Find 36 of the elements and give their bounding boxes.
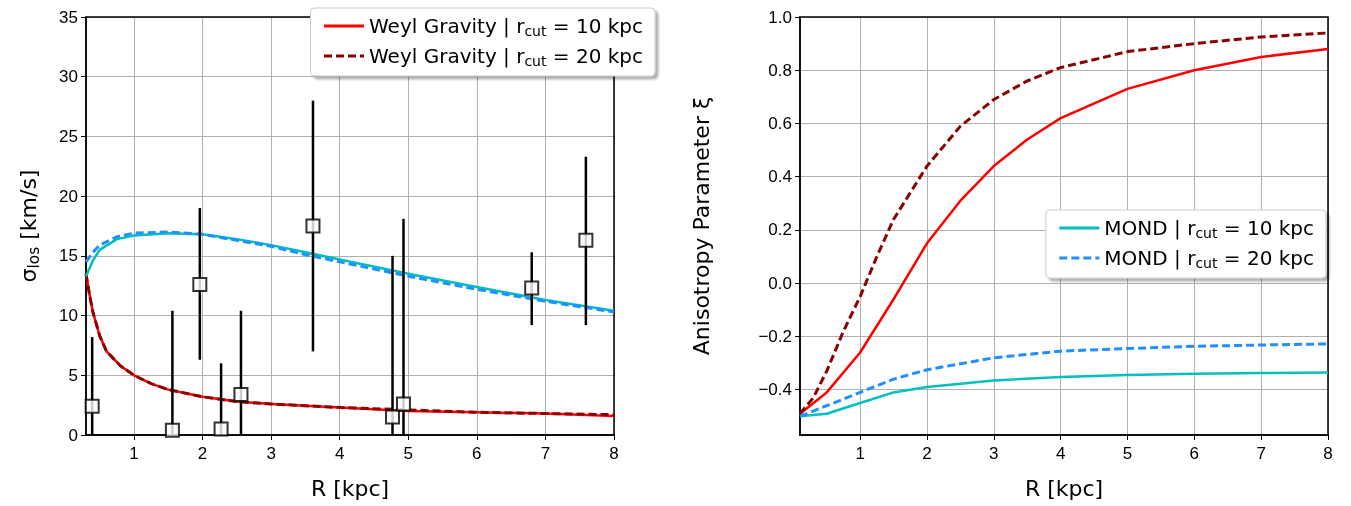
x-axis-title: R [kpc] <box>310 475 390 501</box>
x-tick-label: 2 <box>922 444 932 463</box>
x-tick-label: 1 <box>855 444 865 463</box>
y-axis-title: Anisotropy Parameter ξ <box>688 96 714 356</box>
y-tick-label: 30 <box>59 67 78 87</box>
y-tick-label: 35 <box>59 7 78 27</box>
y-tick-label: 5 <box>68 365 78 385</box>
y-tick-label: 0.6 <box>768 114 792 133</box>
x-tick-label: 8 <box>609 444 619 463</box>
x-tick-label: 6 <box>1189 444 1200 463</box>
y-tick-label: 0.8 <box>768 60 792 80</box>
y-tick-label: −0.4 <box>758 380 792 400</box>
y-tick-label: 10 <box>59 306 78 326</box>
y-tick-label: 0.4 <box>768 167 792 187</box>
x-tick-label: 2 <box>197 444 208 463</box>
x-tick-label: 8 <box>1323 444 1333 463</box>
y-tick-label: 0 <box>68 425 78 445</box>
y-tick-label: 0.2 <box>768 220 792 240</box>
x-tick-label: 5 <box>1122 444 1133 463</box>
y-tick-label: 25 <box>59 126 78 146</box>
x-tick-label: 7 <box>1256 444 1266 463</box>
x-axis-title: R [kpc] <box>1024 475 1104 501</box>
x-tick-label: 3 <box>266 444 276 463</box>
y-tick-label: 15 <box>59 246 78 266</box>
y-tick-label: 0.0 <box>768 273 792 293</box>
x-tick-label: 3 <box>989 444 999 463</box>
x-tick-label: 1 <box>129 444 139 463</box>
y-tick-label: −0.2 <box>758 326 792 346</box>
x-tick-label: 5 <box>403 444 414 463</box>
x-tick-label: 6 <box>472 444 482 463</box>
x-tick-label: 4 <box>1055 444 1066 463</box>
y-tick-label: 20 <box>59 186 78 206</box>
x-tick-label: 4 <box>334 444 345 463</box>
y-axis-title: σlos [km/s] <box>15 169 43 283</box>
y-tick-label: 1.0 <box>768 7 792 27</box>
x-tick-label: 7 <box>540 444 551 463</box>
